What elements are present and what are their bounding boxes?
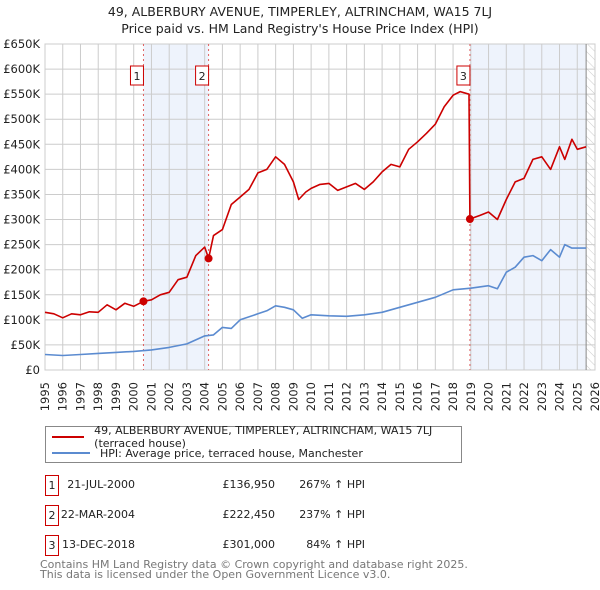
sale-marker-label: 1 xyxy=(133,70,140,83)
y-tick-label: £550K xyxy=(3,87,40,101)
sale-point xyxy=(465,215,474,224)
x-tick-label: 2020 xyxy=(482,382,496,411)
legend: 49, ALBERBURY AVENUE, TIMPERLEY, ALTRINC… xyxy=(45,424,462,463)
transaction-date: 22-MAR-2004 xyxy=(60,508,135,521)
x-tick-label: 2013 xyxy=(357,382,371,411)
x-tick-label: 2001 xyxy=(144,382,158,411)
sale-point xyxy=(139,297,148,306)
transaction-number: 1 xyxy=(45,475,59,496)
legend-item-property: 49, ALBERBURY AVENUE, TIMPERLEY, ALTRINC… xyxy=(52,424,461,450)
x-tick-label: 2021 xyxy=(499,382,513,411)
shaded-period xyxy=(143,44,209,370)
transaction-price: £222,450 xyxy=(222,508,276,521)
chart-subtitle: Price paid vs. HM Land Registry's House … xyxy=(121,21,479,36)
transaction-number: 3 xyxy=(45,535,59,556)
transaction-price: £301,000 xyxy=(222,538,276,551)
x-tick-label: 2016 xyxy=(411,382,425,411)
transaction-date: 13-DEC-2018 xyxy=(61,538,135,551)
sale-point xyxy=(204,254,213,263)
x-tick-label: 1998 xyxy=(91,382,105,411)
x-tick-label: 2023 xyxy=(535,382,549,411)
chart-title: 49, ALBERBURY AVENUE, TIMPERLEY, ALTRINC… xyxy=(107,4,493,19)
x-tick-label: 1995 xyxy=(38,382,52,411)
y-tick-label: £400K xyxy=(3,162,40,176)
x-tick-label: 2025 xyxy=(570,382,584,411)
transaction-row: 1 21-JUL-2000 £136,950 267% ↑ HPI xyxy=(45,475,465,496)
x-tick-label: 2010 xyxy=(304,382,318,411)
legend-item-hpi: HPI: Average price, terraced house, Manc… xyxy=(52,445,363,461)
footer-copyright: Contains HM Land Registry data © Crown c… xyxy=(40,558,468,571)
transaction-row: 3 13-DEC-2018 £301,000 84% ↑ HPI xyxy=(45,535,465,556)
y-tick-label: £500K xyxy=(3,112,40,126)
transaction-row: 2 22-MAR-2004 £222,450 237% ↑ HPI xyxy=(45,505,465,526)
price-chart: 1995 1996 1997 1998 1999 2000 2001 2002 2003 2004… xyxy=(3,37,600,411)
x-tick-label: 2007 xyxy=(251,382,265,411)
x-tick-label: 2018 xyxy=(446,382,460,411)
y-tick-label: £450K xyxy=(3,137,40,151)
x-tick-label: 2015 xyxy=(393,382,407,411)
x-tick-label: 2009 xyxy=(286,382,300,411)
sale-marker-box xyxy=(456,65,471,86)
x-tick-label: 2003 xyxy=(180,382,194,411)
transaction-date: 21-JUL-2000 xyxy=(67,478,135,491)
x-tick-label: 2000 xyxy=(127,382,141,411)
x-tick-label: 2017 xyxy=(428,382,442,411)
x-tick-label: 2026 xyxy=(588,382,600,411)
legend-swatch-red xyxy=(52,436,85,438)
x-tick-label: 2012 xyxy=(340,382,354,411)
sale-marker-label: 2 xyxy=(199,70,206,83)
y-tick-label: £50K xyxy=(11,338,41,352)
forecast-hatch xyxy=(586,44,595,370)
footer: Contains HM Land Registry data © Crown c… xyxy=(40,558,468,581)
legend-swatch-blue xyxy=(52,452,90,454)
hpi-line xyxy=(44,243,587,357)
x-tick-label: 2002 xyxy=(162,382,176,411)
y-tick-label: £200K xyxy=(3,263,40,277)
transaction-number: 2 xyxy=(45,505,59,526)
y-tick-label: £0 xyxy=(25,363,40,377)
x-tick-label: 2006 xyxy=(233,382,247,411)
x-tick-label: 1999 xyxy=(109,382,123,411)
x-tick-label: 2011 xyxy=(322,382,336,411)
y-tick-label: £600K xyxy=(3,62,40,76)
sale-marker-box xyxy=(195,65,210,86)
x-tick-label: 2024 xyxy=(553,382,567,411)
sale-marker-box xyxy=(129,65,144,86)
transaction-price: £136,950 xyxy=(222,478,276,491)
x-tick-label: 1996 xyxy=(56,382,70,411)
plot-border xyxy=(44,43,596,371)
x-tick-label: 2014 xyxy=(375,382,389,411)
legend-label: HPI: Average price, terraced house, Manc… xyxy=(100,446,363,460)
x-tick-label: 2005 xyxy=(215,382,229,411)
transaction-hpi: 237% ↑ HPI xyxy=(299,508,365,521)
x-tick-label: 1997 xyxy=(73,382,87,411)
sale-marker-label: 3 xyxy=(460,70,467,83)
x-tick-label: 2019 xyxy=(464,382,478,411)
x-tick-label: 2022 xyxy=(517,382,531,411)
footer-licence: This data is licensed under the Open Gov… xyxy=(40,568,391,581)
y-tick-label: £100K xyxy=(3,313,40,327)
y-tick-label: £250K xyxy=(3,238,40,252)
y-tick-label: £150K xyxy=(3,288,40,302)
y-tick-label: £300K xyxy=(3,213,40,227)
transaction-hpi: 267% ↑ HPI xyxy=(299,478,365,491)
x-tick-label: 2004 xyxy=(198,382,212,411)
transaction-hpi: 84% ↑ HPI xyxy=(306,538,365,551)
shaded-period xyxy=(469,44,587,370)
y-tick-label: £650K xyxy=(3,37,40,51)
x-tick-label: 2008 xyxy=(269,382,283,411)
legend-label: 49, ALBERBURY AVENUE, TIMPERLEY, ALTRINC… xyxy=(94,424,433,450)
y-tick-label: £350K xyxy=(3,187,40,201)
